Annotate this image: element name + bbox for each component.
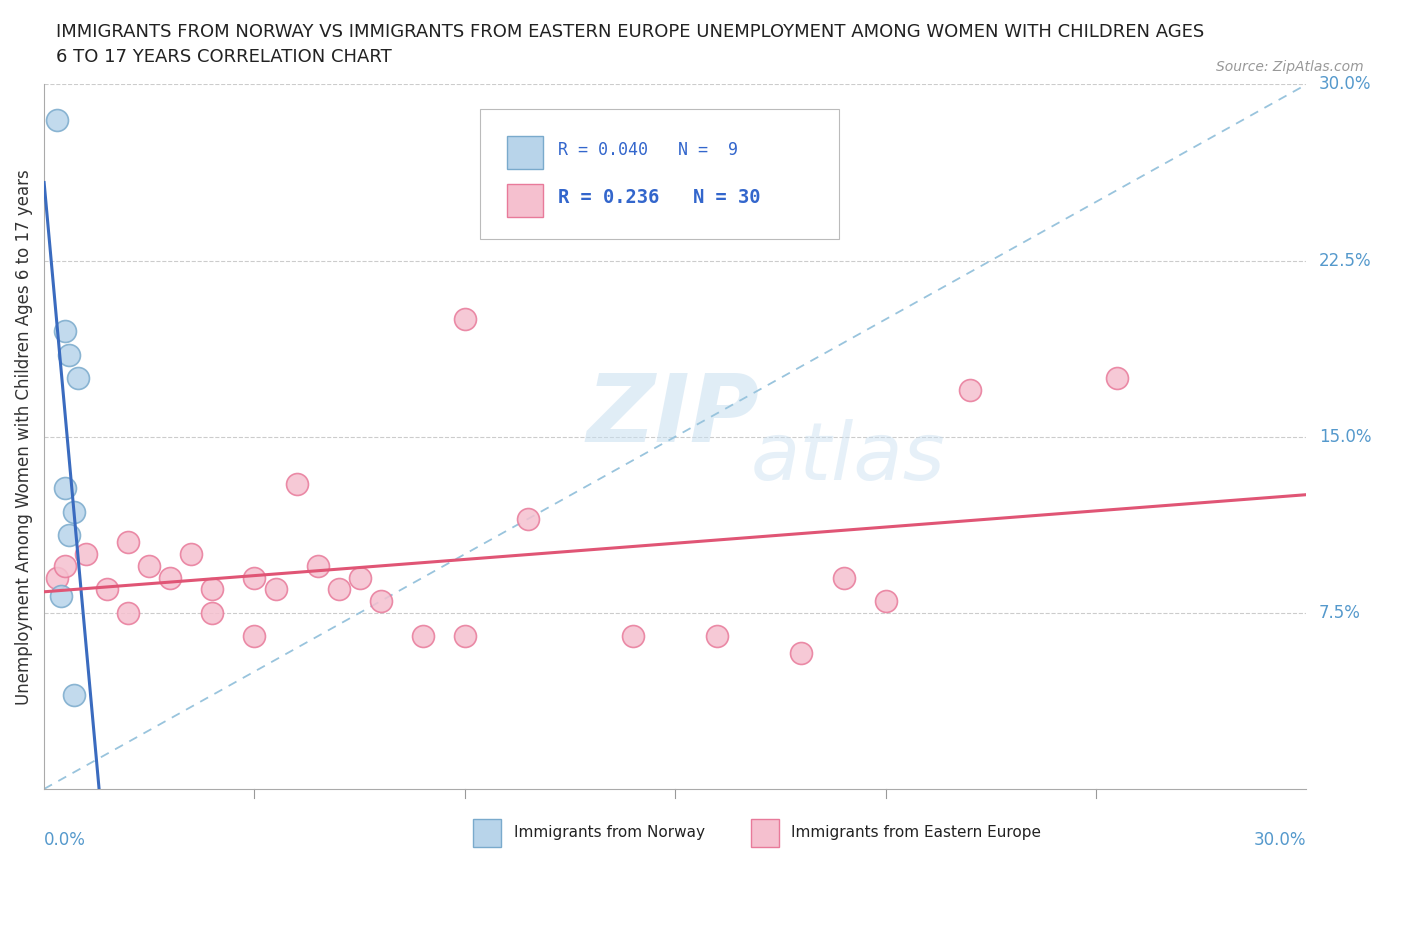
Y-axis label: Unemployment Among Women with Children Ages 6 to 17 years: Unemployment Among Women with Children A…	[15, 169, 32, 705]
Point	[49, 589, 72, 604]
Point	[75, 547, 97, 562]
Text: 0.0%: 0.0%	[44, 831, 86, 849]
Text: R = 0.040   N =  9: R = 0.040 N = 9	[558, 141, 738, 159]
Point	[58, 528, 80, 543]
Point	[117, 605, 139, 620]
Point	[62, 504, 84, 519]
Text: 22.5%: 22.5%	[1319, 252, 1372, 270]
Point	[53, 558, 76, 573]
Point	[243, 570, 266, 585]
FancyBboxPatch shape	[751, 818, 779, 846]
Point	[264, 582, 287, 597]
Point	[412, 629, 434, 644]
Text: IMMIGRANTS FROM NORWAY VS IMMIGRANTS FROM EASTERN EUROPE UNEMPLOYMENT AMONG WOME: IMMIGRANTS FROM NORWAY VS IMMIGRANTS FRO…	[56, 23, 1205, 66]
Point	[201, 582, 224, 597]
Text: 30.0%: 30.0%	[1254, 831, 1306, 849]
Point	[959, 382, 981, 397]
Text: ZIP: ZIP	[586, 369, 759, 461]
Text: Source: ZipAtlas.com: Source: ZipAtlas.com	[1216, 60, 1364, 74]
Point	[180, 547, 202, 562]
Point	[349, 570, 371, 585]
Point	[66, 370, 89, 385]
Point	[45, 570, 67, 585]
Point	[328, 582, 350, 597]
FancyBboxPatch shape	[474, 818, 501, 846]
Text: Immigrants from Eastern Europe: Immigrants from Eastern Europe	[792, 825, 1042, 840]
Point	[243, 629, 266, 644]
Point	[53, 481, 76, 496]
Point	[370, 593, 392, 608]
Point	[454, 629, 477, 644]
Text: 30.0%: 30.0%	[1319, 75, 1371, 93]
Text: 7.5%: 7.5%	[1319, 604, 1361, 622]
Point	[790, 645, 813, 660]
Point	[454, 312, 477, 326]
Text: atlas: atlas	[751, 418, 946, 497]
Point	[1105, 370, 1128, 385]
Point	[62, 687, 84, 702]
Point	[307, 558, 329, 573]
Point	[875, 593, 897, 608]
Point	[706, 629, 728, 644]
Point	[45, 113, 67, 127]
Point	[517, 512, 540, 526]
Point	[621, 629, 644, 644]
Point	[832, 570, 855, 585]
Point	[53, 324, 76, 339]
FancyBboxPatch shape	[508, 183, 543, 217]
Point	[138, 558, 160, 573]
Point	[117, 535, 139, 550]
Point	[96, 582, 118, 597]
Point	[159, 570, 181, 585]
Text: Immigrants from Norway: Immigrants from Norway	[513, 825, 704, 840]
Point	[58, 347, 80, 362]
Text: R = 0.236   N = 30: R = 0.236 N = 30	[558, 188, 761, 206]
FancyBboxPatch shape	[508, 137, 543, 169]
Point	[201, 605, 224, 620]
FancyBboxPatch shape	[479, 109, 839, 239]
Point	[285, 476, 308, 491]
Text: 15.0%: 15.0%	[1319, 428, 1371, 445]
